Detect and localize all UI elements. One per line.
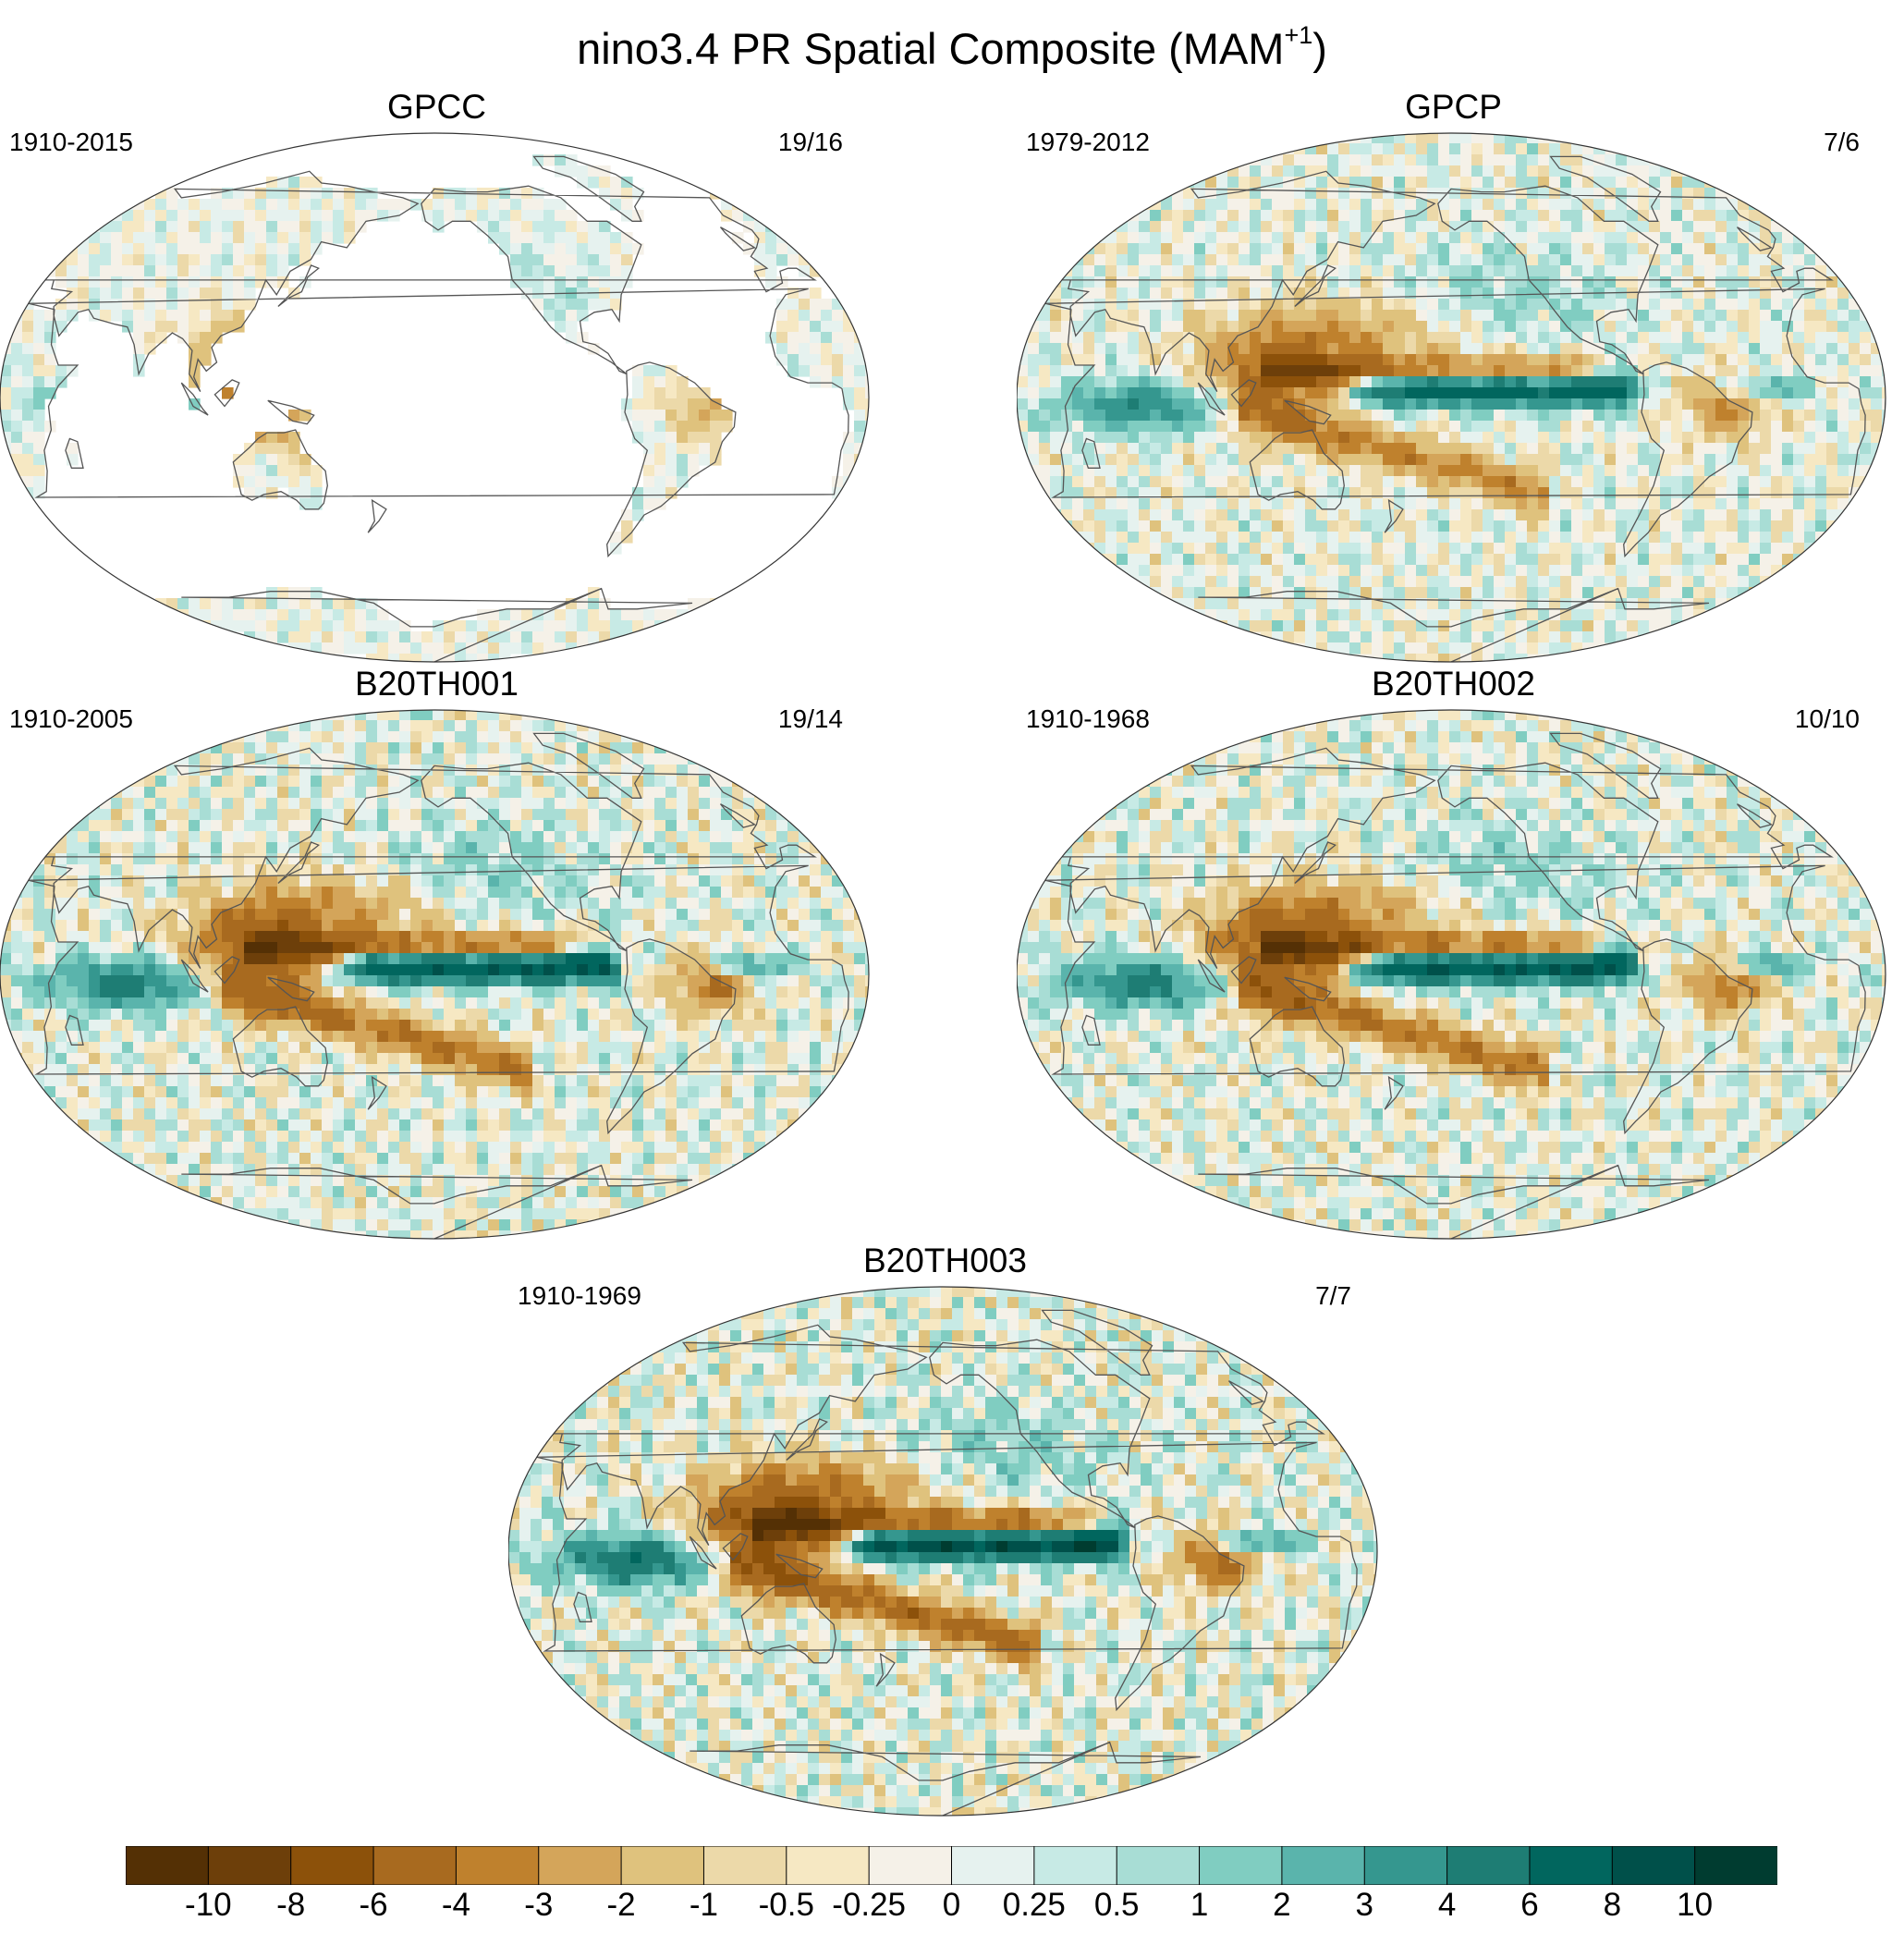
colorbar-bin bbox=[538, 1846, 623, 1885]
colorbar-tick-label: 10 bbox=[1677, 1887, 1714, 1923]
colorbar-bin bbox=[1033, 1846, 1118, 1885]
colorbar-tick-label: -1 bbox=[689, 1887, 718, 1923]
panel-period: 1910-1969 bbox=[518, 1281, 641, 1310]
panel-period: 1910-1968 bbox=[1026, 704, 1150, 733]
colorbar-tick-label: -2 bbox=[606, 1887, 636, 1923]
colorbar-bin bbox=[786, 1846, 871, 1885]
map-panel-gpcp: GPCP 1979-2012 7/6 bbox=[1017, 86, 1890, 664]
map-b20th003 bbox=[508, 1286, 1378, 1817]
map-border bbox=[1017, 709, 1886, 1240]
colorbar-bin bbox=[702, 1846, 787, 1885]
colorbar-tick-label: -0.5 bbox=[758, 1887, 814, 1923]
colorbar-tick-label: -8 bbox=[276, 1887, 306, 1923]
coastlines bbox=[1044, 155, 1866, 662]
panel-period: 1910-2005 bbox=[9, 704, 133, 733]
colorbar-tick-label: 8 bbox=[1603, 1887, 1622, 1923]
coastlines bbox=[536, 1309, 1358, 1816]
panel-count: 19/14 bbox=[777, 704, 843, 733]
map-b20th001 bbox=[0, 709, 870, 1240]
precip-field bbox=[508, 1287, 1377, 1816]
map-border bbox=[508, 1286, 1378, 1817]
panel-period: 1910-2015 bbox=[9, 128, 133, 156]
colorbar-tick-label: 0 bbox=[942, 1887, 961, 1923]
colorbar bbox=[126, 1846, 1777, 1885]
colorbar-bin bbox=[126, 1846, 210, 1885]
precip-field bbox=[1017, 710, 1886, 1239]
colorbar-bin bbox=[207, 1846, 292, 1885]
panel-count: 7/6 bbox=[1824, 128, 1860, 156]
map-panel-gpcc: GPCC 1910-2015 19/16 bbox=[0, 86, 873, 664]
colorbar-bin bbox=[290, 1846, 375, 1885]
panel-title: B20TH003 bbox=[863, 1242, 1027, 1279]
panel-period: 1979-2012 bbox=[1026, 128, 1150, 156]
colorbar-tick-label: 0.25 bbox=[1002, 1887, 1066, 1923]
colorbar-tick-label: 3 bbox=[1355, 1887, 1373, 1923]
map-gpcp bbox=[1017, 132, 1886, 663]
map-gpcc bbox=[0, 132, 870, 663]
figure-title-superscript: +1 bbox=[1284, 21, 1313, 49]
colorbar-tick-label: 4 bbox=[1437, 1887, 1457, 1923]
colorbar-bin bbox=[1199, 1846, 1283, 1885]
panel-count: 19/16 bbox=[777, 128, 843, 156]
colorbar-bin bbox=[455, 1846, 540, 1885]
map-panel-b20th003: B20TH003 1910-1969 7/7 bbox=[508, 1240, 1382, 1817]
colorbar-tick-label: 6 bbox=[1520, 1887, 1539, 1923]
colorbar-bin bbox=[620, 1846, 705, 1885]
colorbar-bin bbox=[868, 1846, 953, 1885]
colorbar-tick-label: -3 bbox=[524, 1887, 554, 1923]
colorbar-tick-label: -4 bbox=[441, 1887, 470, 1923]
panel-title: B20TH002 bbox=[1372, 665, 1535, 703]
coastlines bbox=[28, 732, 849, 1239]
map-b20th002 bbox=[1017, 709, 1886, 1240]
coastlines bbox=[1044, 732, 1866, 1239]
precip-field bbox=[1017, 133, 1886, 662]
map-border bbox=[0, 132, 870, 663]
map-border bbox=[0, 709, 870, 1240]
colorbar-bin bbox=[1611, 1846, 1696, 1885]
colorbar-bin bbox=[1363, 1846, 1448, 1885]
colorbar-bin bbox=[1281, 1846, 1366, 1885]
panel-title: B20TH001 bbox=[355, 665, 519, 703]
colorbar-bin bbox=[1116, 1846, 1201, 1885]
panel-title: GPCC bbox=[387, 88, 486, 126]
map-panel-b20th001: B20TH001 1910-2005 19/14 bbox=[0, 663, 873, 1241]
colorbar-tick-label: -6 bbox=[359, 1887, 388, 1923]
colorbar-bin bbox=[372, 1846, 458, 1885]
figure-title-suffix: ) bbox=[1312, 24, 1327, 73]
colorbar-tick-label: -0.25 bbox=[832, 1887, 907, 1923]
colorbar-bin bbox=[1529, 1846, 1614, 1885]
figure-title: nino3.4 PR Spatial Composite (MAM+1) bbox=[0, 7, 1904, 77]
colorbar-tick-label: -10 bbox=[185, 1887, 232, 1923]
map-border bbox=[1017, 132, 1886, 663]
colorbar-bin bbox=[1446, 1846, 1531, 1885]
coastlines bbox=[28, 155, 849, 662]
colorbar-tick-label: 2 bbox=[1273, 1887, 1291, 1923]
colorbar-tick-label: 0.5 bbox=[1093, 1887, 1140, 1923]
panel-count: 10/10 bbox=[1794, 704, 1860, 733]
panel-title: GPCP bbox=[1405, 88, 1502, 126]
figure-title-text: nino3.4 PR Spatial Composite (MAM bbox=[577, 24, 1285, 73]
map-panel-b20th002: B20TH002 1910-1968 10/10 bbox=[1017, 663, 1890, 1241]
colorbar-bin bbox=[1694, 1846, 1777, 1885]
panel-count: 7/7 bbox=[1315, 1281, 1351, 1310]
colorbar-bin bbox=[951, 1846, 1035, 1885]
colorbar-tick-label: 1 bbox=[1190, 1887, 1209, 1923]
